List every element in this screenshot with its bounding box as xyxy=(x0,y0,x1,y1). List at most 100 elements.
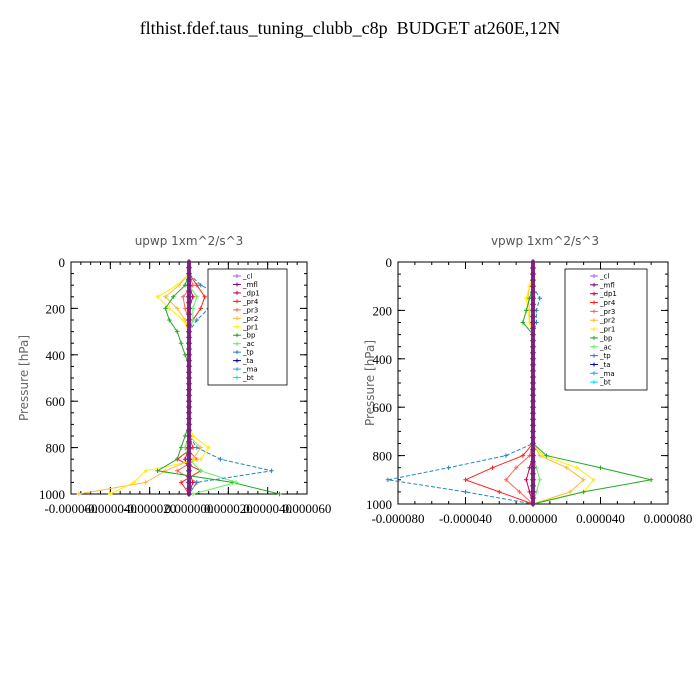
data-point xyxy=(530,343,536,350)
data-point xyxy=(163,306,168,311)
legend-marker xyxy=(592,318,596,323)
legend-marker xyxy=(592,371,596,376)
data-point xyxy=(530,416,536,423)
data-point xyxy=(186,404,192,410)
legend-marker xyxy=(592,335,596,340)
data-point xyxy=(520,320,526,325)
legend-marker xyxy=(592,282,596,287)
data-point xyxy=(163,294,168,299)
legend-entry: _ta xyxy=(242,357,254,365)
data-point xyxy=(186,264,192,271)
data-point xyxy=(277,491,282,497)
data-point xyxy=(186,433,192,439)
data-point xyxy=(530,319,536,326)
data-point xyxy=(530,295,536,302)
data-point xyxy=(178,341,184,346)
data-point xyxy=(186,375,192,381)
data-point xyxy=(513,465,519,470)
data-point xyxy=(186,305,192,312)
y-axis-label: Pressure [hPa] xyxy=(363,340,377,426)
data-point xyxy=(537,477,542,482)
x-tick-label: -0.000080 xyxy=(371,511,424,526)
data-point xyxy=(503,453,509,458)
data-point xyxy=(497,489,502,495)
data-point xyxy=(202,294,207,299)
legend-marker xyxy=(235,367,239,372)
chart-title: vpwp 1xm^2/s^3 xyxy=(491,234,599,248)
data-point xyxy=(194,294,200,299)
data-point xyxy=(186,398,192,405)
legend-marker xyxy=(235,274,239,278)
data-point xyxy=(524,308,529,313)
data-point xyxy=(530,373,536,380)
data-point xyxy=(567,489,573,495)
data-point xyxy=(530,476,536,483)
y-tick-label: 600 xyxy=(373,400,393,415)
data-point xyxy=(530,307,536,314)
data-point xyxy=(194,317,200,323)
legend-marker xyxy=(592,344,596,349)
data-point xyxy=(178,445,184,450)
data-point xyxy=(648,477,654,482)
legend-entry: _pr4 xyxy=(242,298,259,306)
x-tick-label: 0.000020 xyxy=(204,501,253,516)
data-point xyxy=(530,404,536,411)
data-point xyxy=(186,369,192,376)
page-title: flthist.fdef.taus_tuning_clubb_c8p BUDGE… xyxy=(139,18,561,38)
data-point xyxy=(186,322,192,329)
data-point xyxy=(186,444,192,451)
data-point xyxy=(530,494,536,501)
data-point xyxy=(186,317,192,323)
data-point xyxy=(218,457,223,462)
data-point xyxy=(530,464,536,471)
legend-box xyxy=(564,268,648,391)
data-point xyxy=(186,456,192,463)
legend-marker xyxy=(592,380,596,385)
data-point xyxy=(520,453,526,458)
legend-entry: _tp xyxy=(599,352,611,360)
data-point xyxy=(524,477,529,482)
data-point xyxy=(530,380,536,386)
legend-entry: _bt xyxy=(599,379,611,387)
data-point xyxy=(530,367,536,374)
legend-entry: _ac xyxy=(599,343,612,351)
data-point xyxy=(530,386,536,393)
data-point xyxy=(530,392,536,399)
data-point xyxy=(167,306,172,311)
y-tick-label: 200 xyxy=(46,301,66,316)
x-tick-label: -0.000040 xyxy=(84,501,137,516)
data-point xyxy=(198,457,203,462)
data-point xyxy=(186,462,192,468)
legend-marker xyxy=(235,333,239,338)
legend-marker xyxy=(235,341,239,346)
data-point xyxy=(186,288,192,294)
legend-marker xyxy=(592,353,596,358)
x-tick-label: -0.000060 xyxy=(44,501,97,516)
data-point xyxy=(530,277,536,284)
legend-entry: _pr4 xyxy=(599,299,616,307)
series-pr4 xyxy=(463,259,536,507)
data-point xyxy=(108,491,113,497)
legend-entry: _mfl xyxy=(599,281,615,289)
data-point xyxy=(530,313,536,320)
data-point xyxy=(186,334,192,341)
y-tick-label: 400 xyxy=(46,348,66,363)
data-point xyxy=(234,480,239,485)
legend-entry: _mfl xyxy=(242,281,258,289)
data-point xyxy=(463,477,468,482)
data-point xyxy=(530,446,536,453)
data-point xyxy=(175,468,180,473)
x-tick-label: 0.000040 xyxy=(243,501,292,516)
data-point xyxy=(186,357,192,364)
data-point xyxy=(530,289,536,296)
series-line xyxy=(464,262,534,505)
legend-entry: _dp1 xyxy=(599,290,617,298)
legend-entry: _cl xyxy=(242,273,252,281)
legend-entry: _pr2 xyxy=(242,315,258,323)
data-point xyxy=(194,445,200,450)
data-point xyxy=(143,468,148,473)
legend-marker xyxy=(235,307,239,312)
chart-panel-2: vpwp 1xm^2/s^3 Pressure [hPa] 0 200 400 600 80… xyxy=(363,234,692,526)
data-point xyxy=(530,428,536,435)
y-axis-label: Pressure [hPa] xyxy=(17,335,31,421)
